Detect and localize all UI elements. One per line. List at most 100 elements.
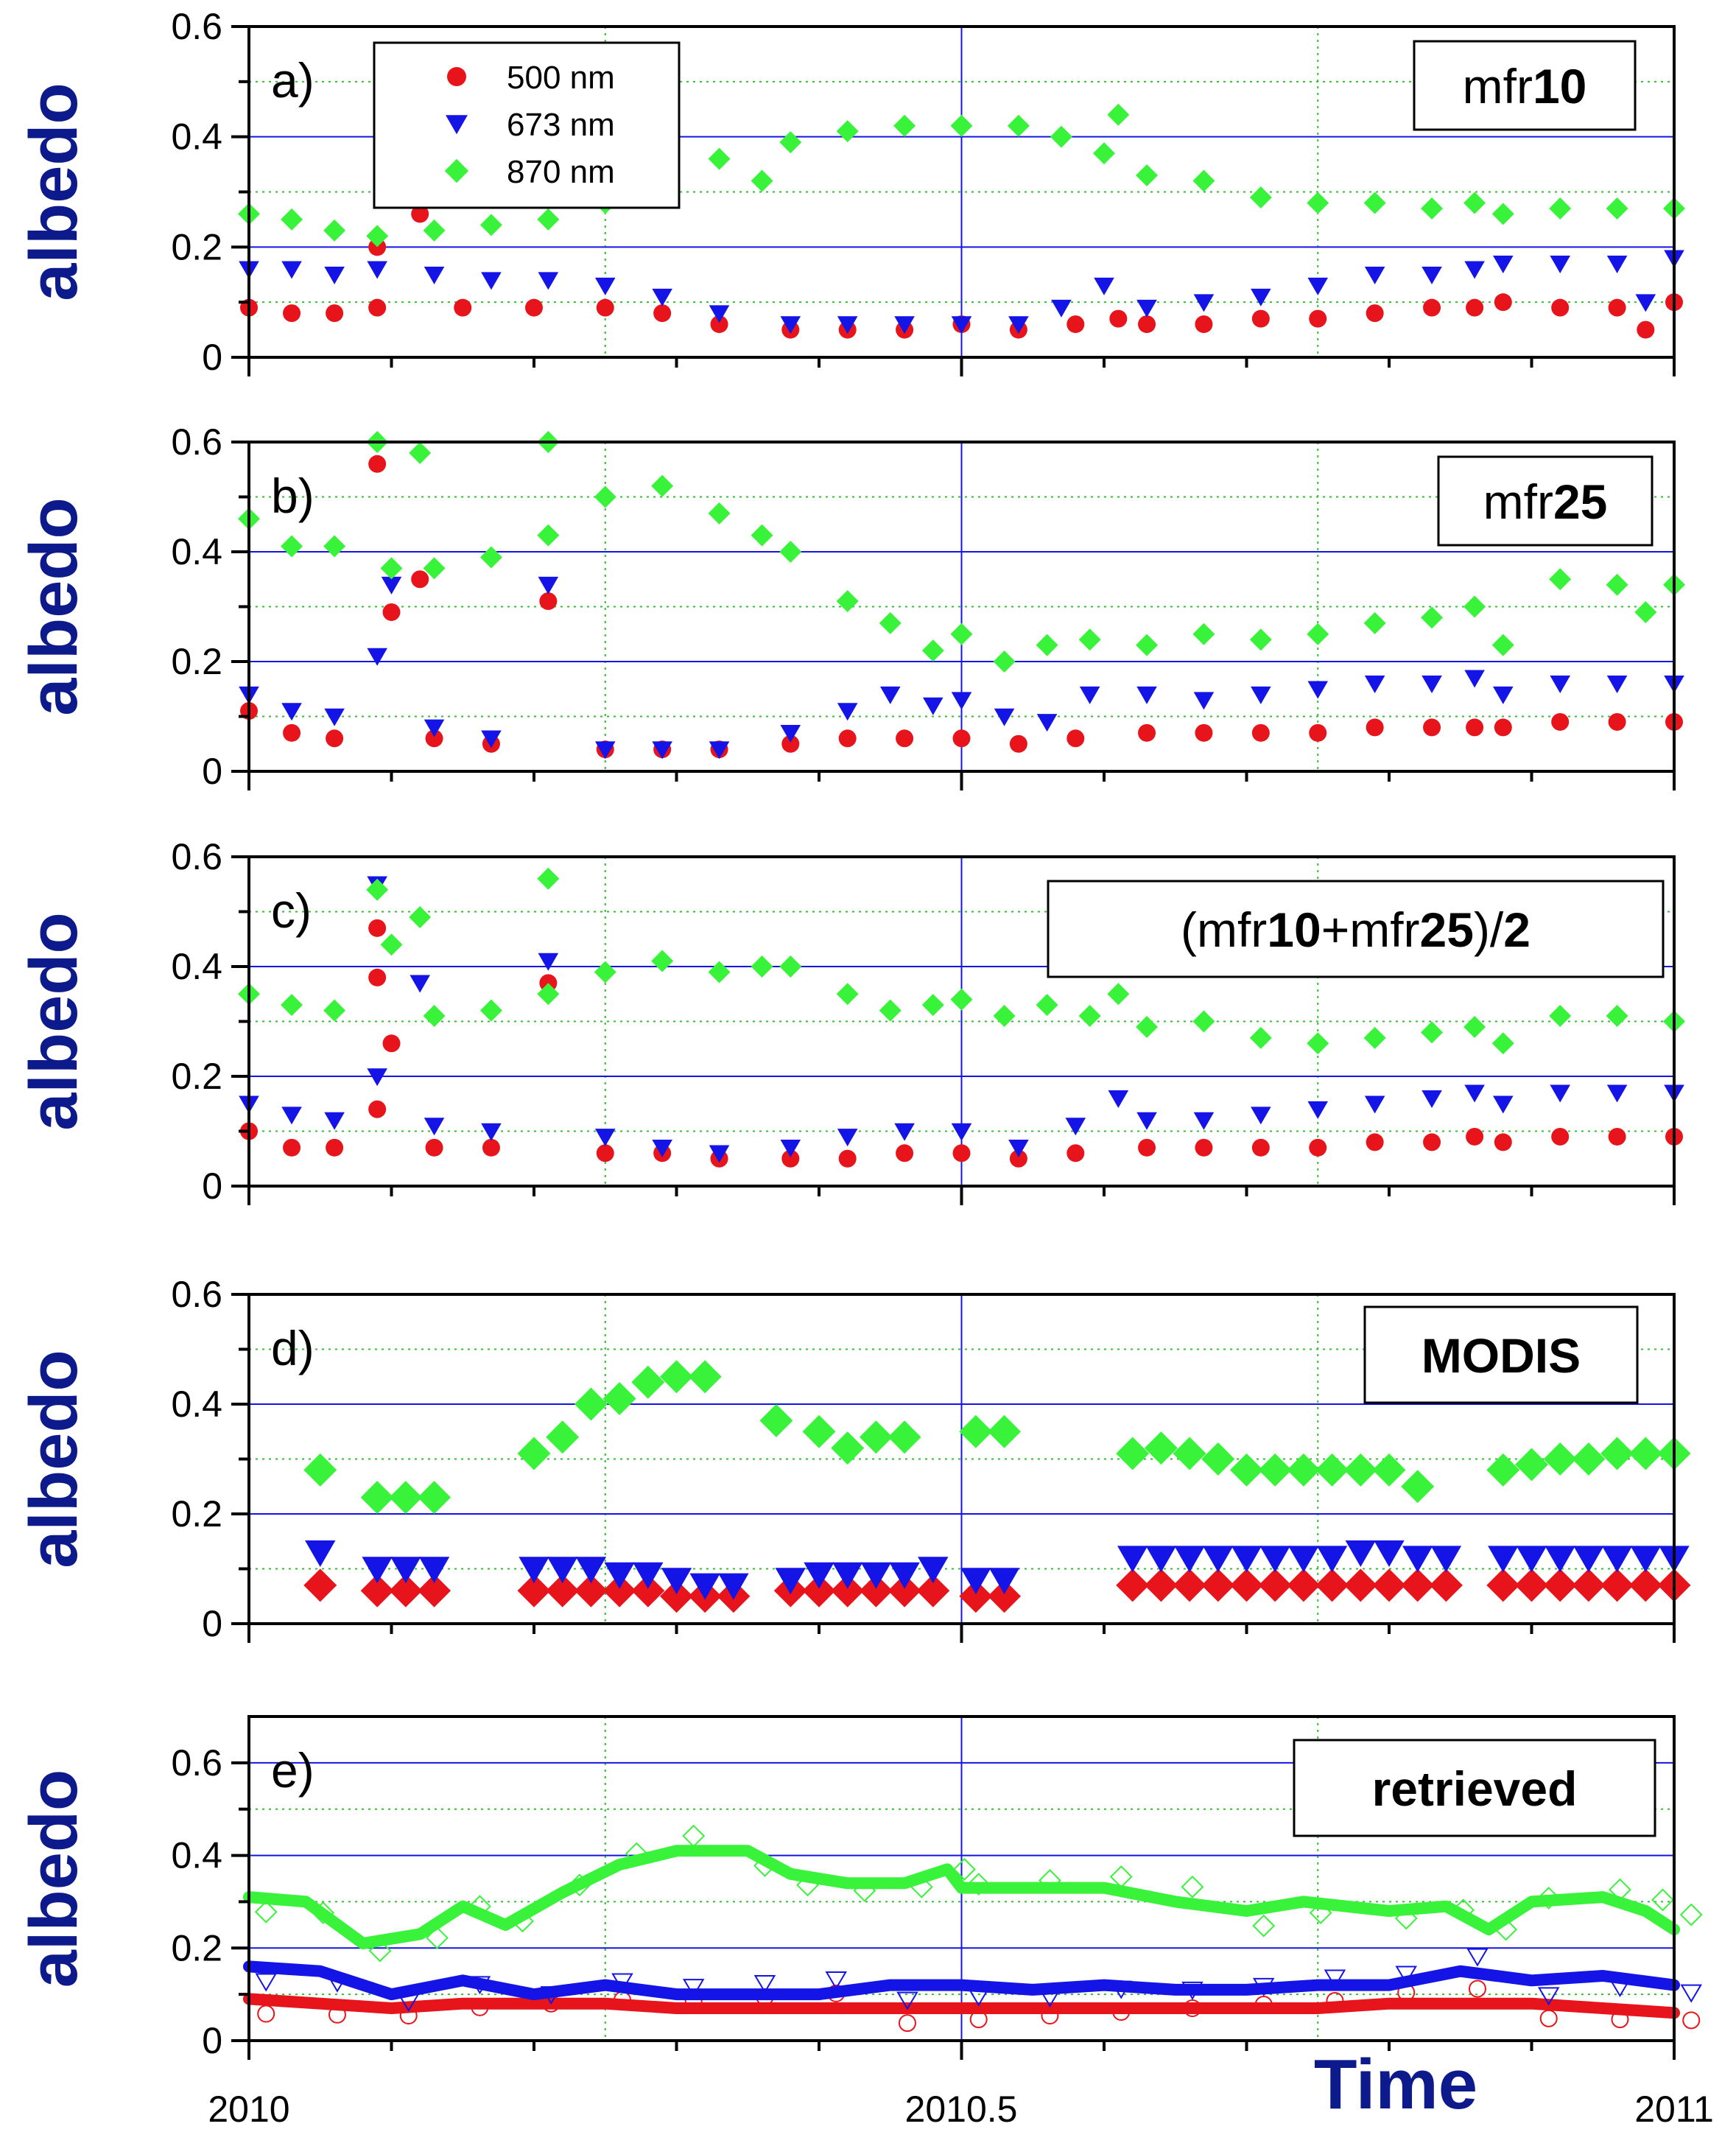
data-point — [1193, 692, 1215, 710]
data-point — [481, 730, 502, 748]
data-point — [1309, 1138, 1327, 1157]
data-point — [423, 219, 446, 242]
data-point — [1066, 729, 1085, 748]
data-point — [1372, 1568, 1406, 1602]
data-point — [879, 611, 902, 634]
open-marker — [1682, 2011, 1701, 2030]
data-point — [1201, 1442, 1235, 1476]
data-point — [708, 147, 731, 170]
data-point — [1402, 1546, 1433, 1573]
y-tick-label: 0.4 — [171, 531, 222, 572]
data-point — [596, 298, 614, 317]
data-point — [537, 524, 560, 547]
data-point — [1192, 1010, 1215, 1033]
data-point — [1307, 1101, 1329, 1119]
data-point — [896, 1144, 914, 1163]
data-point — [1606, 676, 1628, 693]
data-point — [519, 1557, 549, 1584]
data-point — [281, 261, 302, 279]
data-point — [802, 1414, 836, 1448]
data-point — [1606, 255, 1628, 273]
data-point — [538, 953, 559, 971]
panel-e: 0 0.2 0.4 0.6 e) albedo retrieved — [16, 1715, 1703, 2061]
data-point — [951, 1123, 972, 1141]
data-point — [1423, 1133, 1441, 1151]
data-point — [779, 541, 802, 563]
data-point — [1094, 277, 1114, 295]
data-point — [1251, 1107, 1271, 1125]
legend-marker — [447, 67, 466, 86]
y-tick-label: 0.4 — [171, 116, 222, 158]
data-point — [366, 878, 389, 901]
data-point — [1634, 600, 1657, 623]
data-point — [1251, 1138, 1270, 1157]
data-point — [324, 708, 345, 726]
data-point — [838, 1149, 857, 1168]
data-point — [1309, 309, 1327, 328]
data-point — [1466, 718, 1484, 737]
data-point — [1600, 1437, 1634, 1470]
data-point — [1364, 676, 1385, 693]
panel-letter: e) — [271, 1743, 314, 1798]
data-point — [1138, 315, 1156, 334]
data-point — [381, 576, 402, 595]
data-point — [1608, 712, 1626, 731]
data-point — [1491, 203, 1514, 225]
data-point — [368, 298, 387, 317]
data-point — [1066, 315, 1085, 334]
data-point — [411, 205, 429, 223]
data-point — [1343, 1453, 1377, 1487]
data-point — [1374, 1540, 1405, 1567]
data-point — [283, 723, 301, 742]
data-point — [1136, 634, 1159, 656]
panel-letter: c) — [271, 883, 312, 938]
series-line — [243, 1993, 1680, 2019]
data-point — [651, 474, 674, 497]
open-marker — [1680, 1984, 1702, 2003]
data-point — [1036, 994, 1058, 1017]
series-870-nm — [238, 431, 1685, 673]
data-point — [368, 968, 387, 986]
data-point — [781, 1149, 800, 1168]
data-point — [893, 114, 916, 137]
data-point — [1192, 169, 1215, 192]
data-point — [1066, 1144, 1085, 1163]
x-axis: 2010 2010.5 2011 Time — [208, 2045, 1713, 2130]
data-point — [1109, 309, 1128, 328]
data-point — [1463, 595, 1486, 618]
data-point — [918, 1557, 949, 1584]
data-point — [1628, 1437, 1662, 1470]
data-point — [993, 1005, 1016, 1028]
y-tick-label: 0.2 — [171, 641, 222, 682]
data-point — [418, 1481, 451, 1515]
data-point — [836, 120, 859, 143]
data-point — [950, 623, 973, 645]
data-point — [1307, 1032, 1329, 1055]
legend-marker — [444, 158, 469, 183]
data-point — [889, 1562, 920, 1589]
data-point — [1287, 1453, 1321, 1487]
open-marker — [255, 1973, 277, 1992]
data-point — [779, 131, 802, 154]
data-point — [539, 592, 558, 611]
data-point — [1093, 142, 1115, 165]
data-point — [1315, 1453, 1349, 1487]
data-point — [546, 1420, 580, 1454]
data-point — [1249, 186, 1272, 208]
panel-label-box — [1437, 455, 1654, 547]
data-point — [1193, 294, 1215, 312]
data-point — [1138, 1138, 1156, 1157]
y-tick-label: 0.2 — [171, 1056, 222, 1097]
data-point — [879, 686, 901, 704]
data-point — [709, 1145, 730, 1163]
series-673-nm — [239, 576, 1684, 760]
data-point — [281, 208, 303, 231]
data-point — [1549, 197, 1572, 220]
y-axis-title: albedo — [16, 912, 91, 1130]
data-point — [1136, 1112, 1157, 1130]
data-point — [988, 1568, 1020, 1595]
data-point — [538, 272, 559, 290]
data-point — [1117, 1546, 1148, 1573]
data-point — [1307, 681, 1329, 699]
